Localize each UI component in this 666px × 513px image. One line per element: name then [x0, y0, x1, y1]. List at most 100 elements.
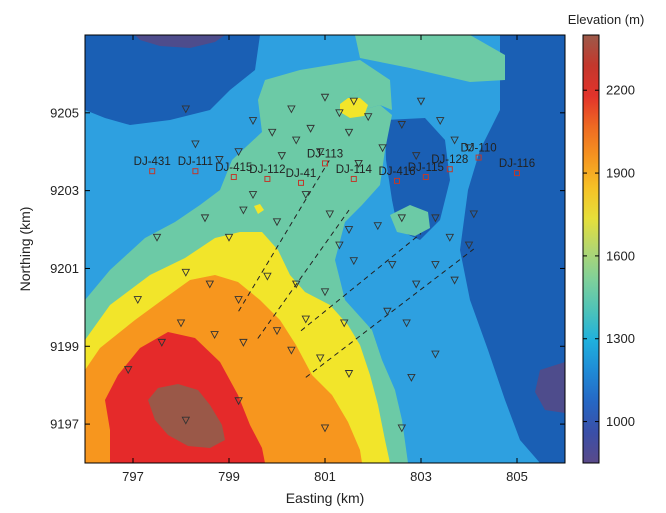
- dashed-profile-line: [238, 159, 331, 312]
- triangle-station-marker: [354, 159, 363, 168]
- triangle-station-marker: [315, 354, 325, 363]
- triangle-station-marker: [411, 280, 421, 289]
- triangle-station-marker: [397, 424, 407, 433]
- contour-region-yellow-north: [340, 98, 368, 118]
- y-tick-label: 9205: [50, 105, 79, 120]
- station-label: DJ-113: [307, 148, 343, 160]
- station-label: DJ-116: [499, 158, 535, 170]
- triangle-station-marker: [416, 97, 426, 106]
- x-tick-label: 805: [506, 469, 528, 484]
- triangle-station-marker: [176, 319, 186, 328]
- triangle-station-marker: [335, 109, 344, 118]
- triangle-station-marker: [320, 424, 330, 433]
- triangle-station-marker: [397, 121, 407, 129]
- triangle-station-marker: [191, 140, 200, 149]
- triangle-station-marker: [181, 105, 191, 114]
- station-marker: [149, 168, 156, 175]
- triangle-station-marker: [152, 233, 162, 242]
- x-tick-label: 799: [218, 469, 240, 484]
- triangle-station-marker: [234, 296, 243, 305]
- dashed-profile-line: [300, 233, 422, 332]
- triangle-station-marker: [248, 117, 258, 126]
- x-axis-label: Easting (km): [286, 490, 365, 506]
- colorbar-tick-label: 1900: [606, 166, 635, 181]
- triangle-station-marker: [320, 93, 330, 102]
- contour-region-purple-bottom-right: [535, 362, 565, 413]
- triangle-station-marker: [325, 210, 335, 219]
- triangle-station-marker: [378, 144, 387, 153]
- triangle-station-marker: [267, 128, 277, 137]
- triangle-station-marker: [431, 214, 440, 223]
- triangle-station-marker: [291, 280, 301, 289]
- triangle-station-marker: [315, 148, 325, 157]
- triangle-station-marker: [464, 144, 474, 153]
- station-marker: [298, 179, 304, 186]
- triangle-station-marker: [287, 105, 296, 114]
- triangle-station-marker: [320, 288, 330, 297]
- triangle-station-marker: [469, 210, 479, 219]
- triangle-station-marker: [411, 152, 421, 161]
- colorbar-tick-label: 1300: [606, 331, 635, 346]
- triangle-station-marker: [263, 272, 272, 281]
- triangle-station-marker: [431, 261, 440, 270]
- station-marker: [350, 175, 357, 182]
- triangle-station-marker: [306, 124, 315, 133]
- contour-region-teal-islet: [390, 205, 430, 236]
- triangle-station-marker: [133, 296, 143, 305]
- station-label: DJ-110: [460, 143, 496, 155]
- contour-region-deep-blue-northwest: [85, 35, 260, 125]
- triangle-station-marker: [344, 226, 354, 234]
- x-tick-label: 801: [314, 469, 336, 484]
- triangle-station-marker: [344, 370, 354, 378]
- contour-fills: [85, 35, 565, 463]
- contour-region-brown: [148, 384, 225, 448]
- station-marker: [192, 168, 199, 175]
- contour-region-teal-northeast: [355, 35, 505, 82]
- triangle-station-marker: [435, 117, 445, 126]
- triangle-station-marker: [272, 218, 282, 227]
- colorbar-tick-label: 1600: [606, 248, 635, 263]
- triangle-station-marker: [200, 214, 210, 223]
- triangle-station-marker: [450, 276, 459, 285]
- triangle-station-marker: [464, 241, 474, 250]
- triangle-station-marker: [407, 373, 416, 382]
- station-marker: [514, 170, 520, 177]
- x-tick-label: 803: [410, 469, 432, 484]
- triangle-station-marker: [205, 280, 215, 289]
- triangle-station-marker: [234, 397, 243, 406]
- y-tick-label: 9199: [50, 339, 79, 354]
- station-label: DJ-112: [249, 164, 285, 176]
- triangle-station-marker: [402, 319, 411, 328]
- station-marker: [322, 160, 328, 167]
- triangle-station-marker: [123, 366, 133, 375]
- triangle-station-marker: [344, 128, 354, 137]
- y-axis-ticks: 9197 9199 9201 9203 9205: [50, 105, 565, 432]
- triangle-station-marker: [349, 97, 359, 106]
- station-marker: [475, 154, 482, 161]
- station-marker: [264, 175, 271, 182]
- triangle-station-marker: [301, 315, 311, 324]
- triangle-station-marker: [383, 307, 392, 316]
- station-label: DJ-111: [178, 156, 213, 168]
- y-tick-label: 9201: [50, 261, 79, 276]
- triangle-station-marker: [445, 233, 455, 242]
- triangle-stations: [123, 93, 479, 433]
- triangle-station-marker: [277, 152, 287, 161]
- y-axis-label: Northing (km): [17, 207, 33, 292]
- station-label: DJ-128: [431, 154, 468, 166]
- triangle-station-marker: [349, 257, 359, 266]
- station-label: DJ-416: [378, 166, 415, 178]
- x-tick-label: 797: [122, 469, 144, 484]
- triangle-station-marker: [239, 206, 248, 215]
- triangle-station-marker: [210, 331, 219, 340]
- triangle-station-marker: [287, 346, 296, 355]
- triangle-station-marker: [234, 148, 243, 157]
- colorbar-ticks: 1000 1300 1600 1900 2200: [583, 83, 635, 429]
- station-label: DJ-115: [408, 162, 444, 174]
- colorbar-tick-label: 1000: [606, 414, 635, 429]
- triangle-station-marker: [431, 350, 440, 359]
- station-marker: [230, 174, 237, 181]
- y-tick-label: 9203: [50, 183, 79, 198]
